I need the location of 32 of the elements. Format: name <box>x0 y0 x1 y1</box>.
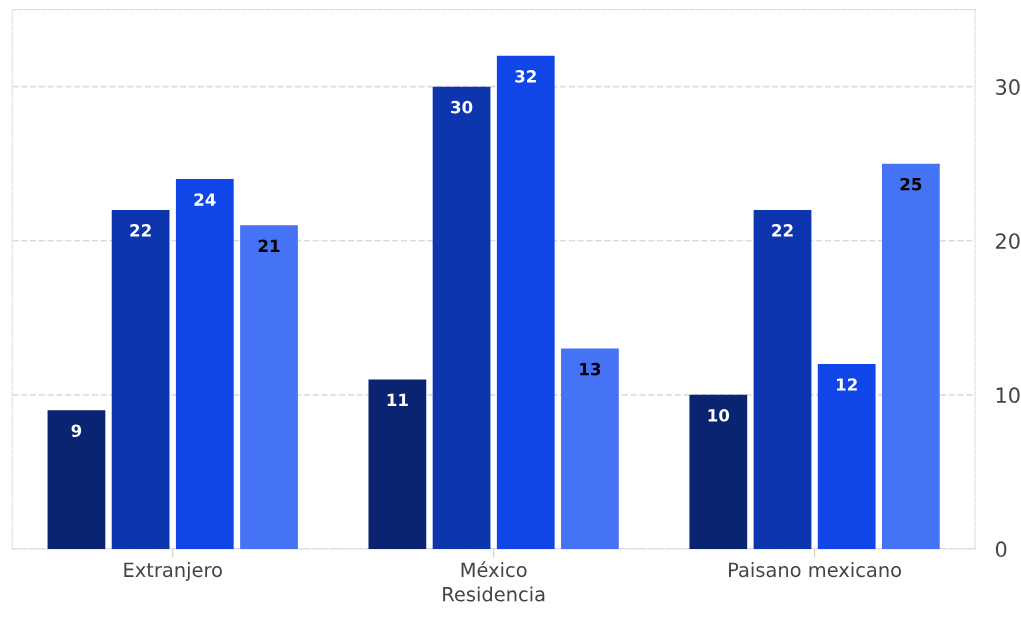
data-label: 12 <box>836 378 857 391</box>
bar <box>240 225 298 549</box>
data-label: 22 <box>130 224 151 237</box>
bar <box>817 364 876 549</box>
bar <box>753 209 812 549</box>
data-label: 21 <box>258 239 280 252</box>
bar <box>368 379 427 549</box>
y-tick-label: 0 <box>995 541 1007 558</box>
y-tick-label: 10 <box>996 387 1020 404</box>
x-tick-label: México <box>461 561 527 578</box>
data-label: 25 <box>900 177 922 191</box>
data-label: 22 <box>772 224 793 237</box>
bar <box>689 394 748 549</box>
y-tick-label: 20 <box>996 233 1020 249</box>
x-tick-label: Extranjero <box>124 562 222 581</box>
bar <box>47 410 106 549</box>
data-label: 9 <box>71 424 82 438</box>
data-label: 24 <box>194 193 216 206</box>
bar <box>881 163 940 549</box>
data-label: 13 <box>580 362 601 376</box>
data-label: 30 <box>451 100 473 114</box>
y-tick-label: 30 <box>996 79 1020 95</box>
x-tick-label: Paisano mexicano <box>729 562 901 578</box>
data-label: 11 <box>387 393 408 406</box>
bar <box>175 179 234 549</box>
bar <box>432 86 491 549</box>
bar <box>496 55 555 549</box>
bar <box>111 209 170 549</box>
data-label: 10 <box>708 409 730 422</box>
data-label: 32 <box>515 70 536 83</box>
bar <box>561 348 619 549</box>
x-axis-title: Residencia <box>443 586 545 602</box>
